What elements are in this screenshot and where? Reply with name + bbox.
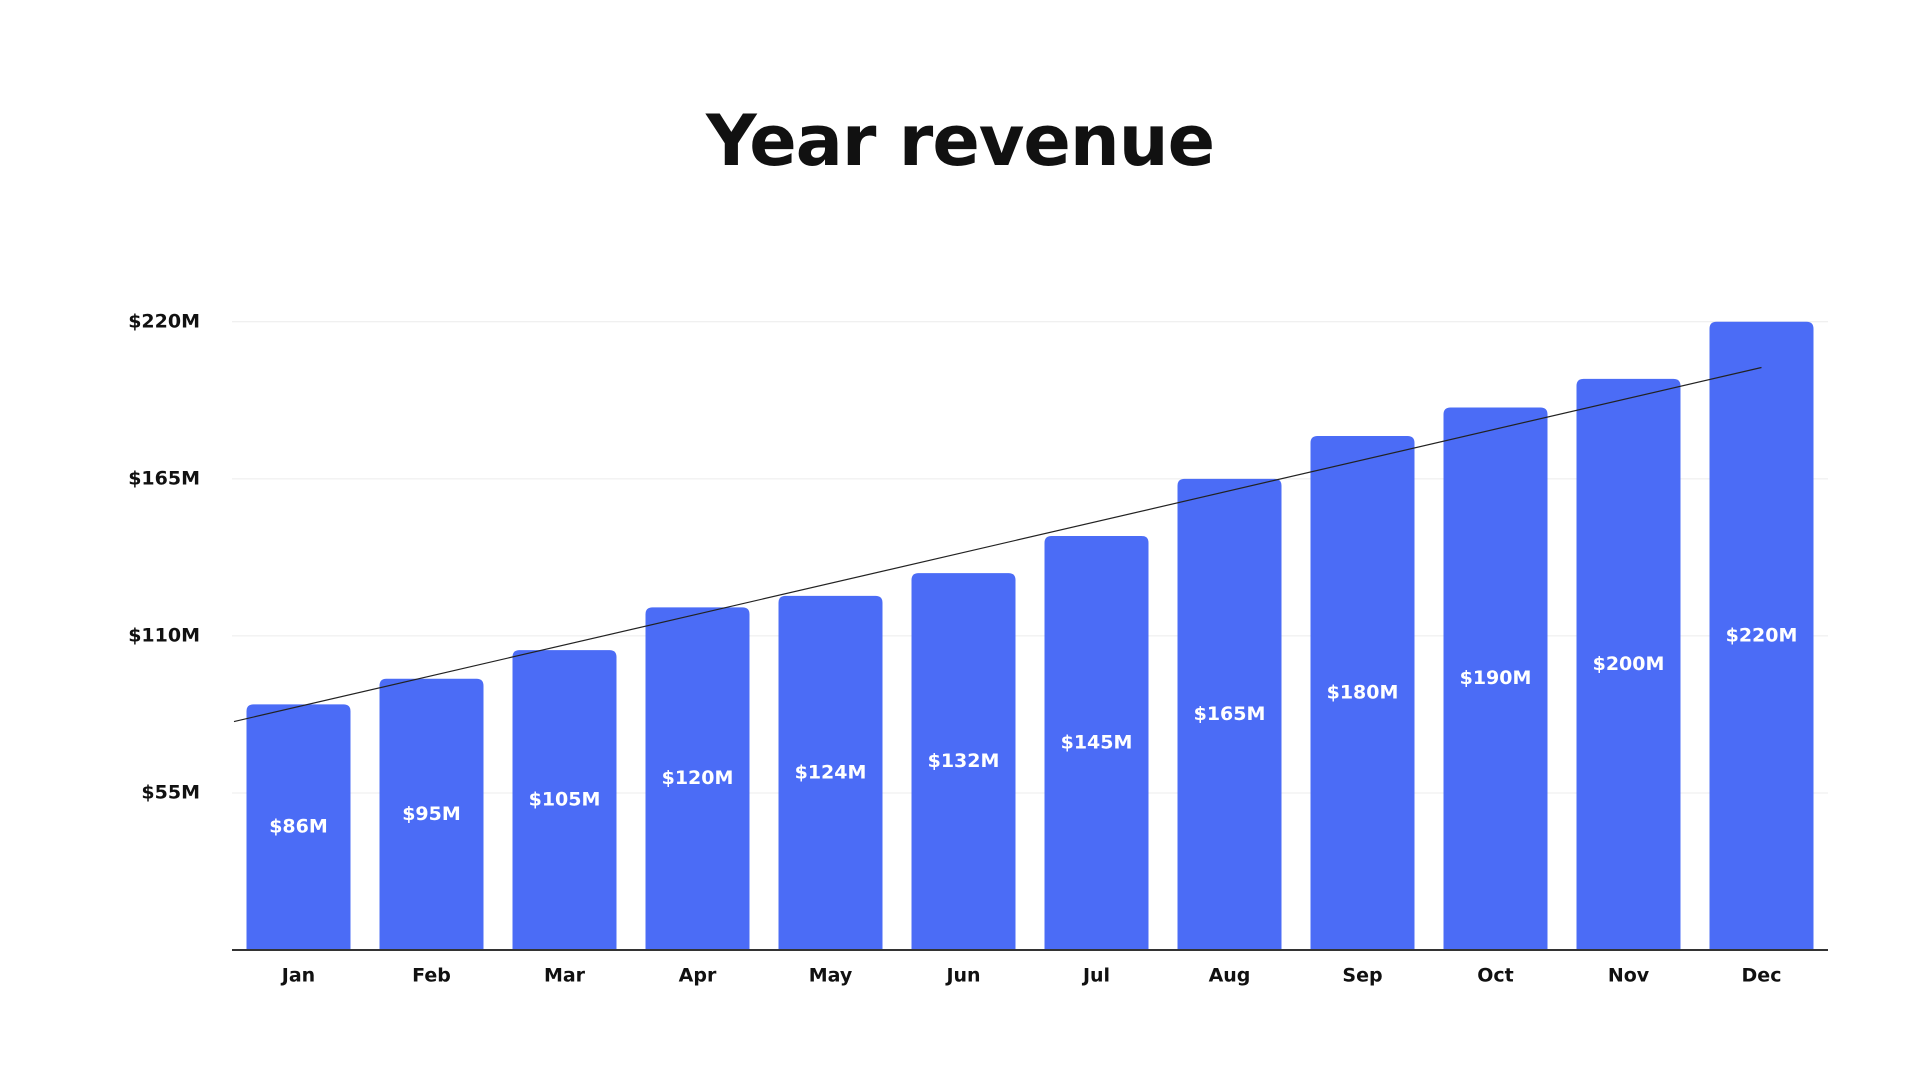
x-tick-label: Nov <box>1608 965 1650 987</box>
bar-value-label: $86M <box>269 816 328 838</box>
y-tick-label: $55M <box>141 781 200 803</box>
x-tick-label: Jul <box>1081 965 1110 987</box>
bar-value-label: $124M <box>795 761 867 783</box>
x-tick-label: Aug <box>1209 965 1251 987</box>
y-tick-label: $165M <box>128 467 200 489</box>
tick-labels: $55M $110M $165M $220M Jan Feb Mar Apr May Jun Jul… <box>128 310 1781 986</box>
bar-feb <box>379 678 484 950</box>
bar-value-label: $120M <box>662 767 734 789</box>
bar-value-label: $220M <box>1726 624 1798 646</box>
x-tick-label: Jun <box>944 965 980 987</box>
bar-sep <box>1310 436 1415 950</box>
x-tick-label: Oct <box>1477 965 1514 987</box>
bar-value-label: $200M <box>1593 653 1665 675</box>
bar-jan <box>246 704 351 950</box>
x-tick-label: Sep <box>1342 965 1382 987</box>
bar-value-label: $95M <box>402 803 461 825</box>
bar-may <box>778 595 883 950</box>
bar-value-label: $165M <box>1194 703 1266 725</box>
bar-value-label: $180M <box>1327 682 1399 704</box>
bar-aug <box>1177 478 1282 950</box>
bar-jun <box>911 573 1016 950</box>
bar-value-label: $145M <box>1061 731 1133 753</box>
bar-oct <box>1443 407 1548 951</box>
x-tick-label: Dec <box>1742 965 1782 987</box>
bar-nov <box>1576 378 1681 950</box>
bar-dec <box>1709 321 1814 950</box>
x-tick-label: Apr <box>679 965 717 987</box>
x-tick-label: May <box>809 965 853 987</box>
bar-jul <box>1044 535 1149 950</box>
trendline-layer <box>233 366 1762 723</box>
trendline <box>233 366 1762 723</box>
x-tick-label: Mar <box>544 965 586 987</box>
bars <box>246 321 1814 951</box>
y-tick-label: $220M <box>128 310 200 332</box>
x-tick-label: Feb <box>412 965 451 987</box>
bar-apr <box>645 607 750 950</box>
grid-lines <box>232 321 1828 794</box>
bar-value-label: $132M <box>928 750 1000 772</box>
bar-value-label: $190M <box>1460 667 1532 689</box>
bar-value-label: $105M <box>529 789 601 811</box>
chart-title: Year revenue <box>705 100 1215 182</box>
y-tick-label: $110M <box>128 624 200 646</box>
bar-value-labels: $86M $95M $105M $120M $124M $132M $145M $165M $1… <box>269 624 1797 837</box>
bar-mar <box>512 650 617 950</box>
x-tick-label: Jan <box>280 965 315 987</box>
